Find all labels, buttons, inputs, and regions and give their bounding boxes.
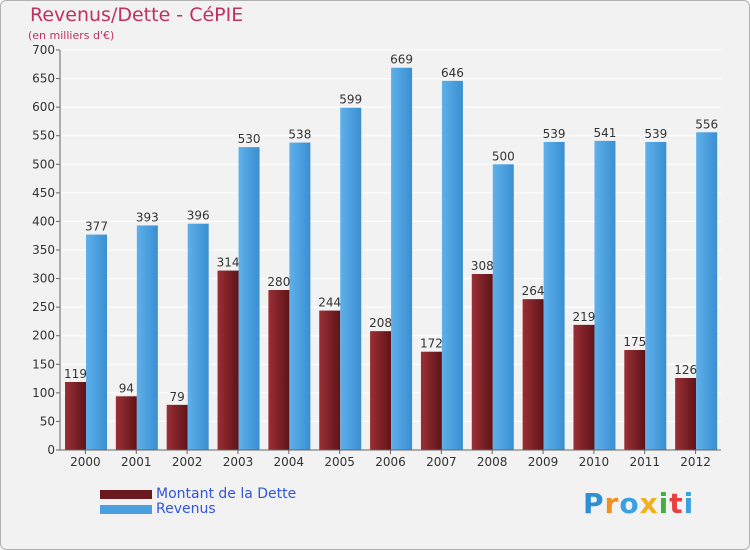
legend-swatch-debt bbox=[100, 490, 152, 499]
bar-revenue-2002 bbox=[188, 224, 209, 450]
value-label-revenue-2006: 669 bbox=[390, 53, 413, 67]
x-tick-label-2002: 2002 bbox=[172, 455, 203, 469]
y-tick-label: 0 bbox=[47, 443, 55, 457]
bar-debt-2010 bbox=[573, 325, 594, 450]
y-tick-label: 100 bbox=[32, 386, 55, 400]
legend-label-revenue: Revenus bbox=[156, 501, 216, 517]
x-tick-label-2011: 2011 bbox=[629, 455, 660, 469]
value-label-revenue-2001: 393 bbox=[136, 210, 159, 224]
value-label-debt-2009: 264 bbox=[522, 284, 545, 298]
x-tick-label-2003: 2003 bbox=[223, 455, 254, 469]
value-label-revenue-2004: 538 bbox=[288, 128, 311, 142]
x-tick-label-2010: 2010 bbox=[579, 455, 610, 469]
proxiti-logo: Proxiti bbox=[583, 487, 694, 520]
y-tick-label: 400 bbox=[32, 214, 55, 228]
bar-debt-2003 bbox=[218, 271, 239, 450]
legend-label-debt: Montant de la Dette bbox=[156, 486, 296, 502]
bar-debt-2009 bbox=[523, 299, 544, 450]
x-tick-label-2004: 2004 bbox=[274, 455, 305, 469]
y-tick-label: 500 bbox=[32, 157, 55, 171]
x-tick-label-2001: 2001 bbox=[121, 455, 152, 469]
y-tick-label: 200 bbox=[32, 329, 55, 343]
y-tick-label: 250 bbox=[32, 300, 55, 314]
y-tick-label: 650 bbox=[32, 72, 55, 86]
value-label-debt-2001: 94 bbox=[119, 381, 134, 395]
y-tick-label: 550 bbox=[32, 129, 55, 143]
bar-revenue-2012 bbox=[696, 132, 717, 450]
value-label-debt-2007: 172 bbox=[420, 337, 443, 351]
bar-revenue-2011 bbox=[645, 142, 666, 450]
value-label-debt-2004: 280 bbox=[267, 275, 290, 289]
bar-revenue-2006 bbox=[391, 68, 412, 450]
bar-debt-2000 bbox=[65, 382, 86, 450]
value-label-revenue-2000: 377 bbox=[85, 220, 108, 234]
bar-revenue-2007 bbox=[442, 81, 463, 450]
legend-swatch-revenue bbox=[100, 505, 152, 514]
bar-debt-2005 bbox=[319, 311, 340, 450]
value-label-revenue-2010: 541 bbox=[594, 126, 617, 140]
bar-debt-2012 bbox=[675, 378, 696, 450]
y-tick-label: 150 bbox=[32, 357, 55, 371]
value-label-debt-2003: 314 bbox=[217, 256, 240, 270]
y-tick-label: 50 bbox=[40, 414, 55, 428]
value-label-debt-2002: 79 bbox=[170, 390, 185, 404]
value-label-debt-2000: 119 bbox=[64, 367, 87, 381]
bar-revenue-2001 bbox=[137, 225, 158, 450]
x-tick-label-2008: 2008 bbox=[477, 455, 508, 469]
value-label-revenue-2005: 599 bbox=[339, 93, 362, 107]
bar-revenue-2000 bbox=[86, 235, 107, 450]
x-tick-label-2012: 2012 bbox=[680, 455, 711, 469]
y-tick-label: 300 bbox=[32, 272, 55, 286]
value-label-debt-2012: 126 bbox=[674, 363, 697, 377]
value-label-revenue-2003: 530 bbox=[238, 132, 261, 146]
bar-debt-2004 bbox=[268, 290, 289, 450]
x-tick-label-2000: 2000 bbox=[70, 455, 101, 469]
y-tick-label: 450 bbox=[32, 186, 55, 200]
chart-plot: 119 377 94 393 79 396 314 530 280 538 244 599 208 669… bbox=[0, 0, 750, 550]
value-label-debt-2005: 244 bbox=[318, 296, 341, 310]
y-tick-label: 350 bbox=[32, 243, 55, 257]
bar-revenue-2008 bbox=[493, 164, 514, 450]
x-tick-label-2007: 2007 bbox=[426, 455, 457, 469]
bar-revenue-2010 bbox=[594, 141, 615, 450]
value-label-debt-2010: 219 bbox=[573, 310, 596, 324]
value-label-debt-2011: 175 bbox=[623, 335, 646, 349]
value-label-revenue-2011: 539 bbox=[644, 127, 667, 141]
bar-debt-2008 bbox=[472, 274, 493, 450]
bar-revenue-2003 bbox=[239, 147, 260, 450]
bar-revenue-2005 bbox=[340, 108, 361, 450]
value-label-revenue-2007: 646 bbox=[441, 66, 464, 80]
y-tick-label: 600 bbox=[32, 100, 55, 114]
bar-debt-2002 bbox=[167, 405, 188, 450]
value-label-revenue-2008: 500 bbox=[492, 149, 515, 163]
value-label-revenue-2009: 539 bbox=[543, 127, 566, 141]
value-label-debt-2008: 308 bbox=[471, 259, 494, 273]
legend-item-debt: Montant de la Dette bbox=[100, 487, 296, 501]
x-tick-label-2005: 2005 bbox=[324, 455, 355, 469]
x-tick-label-2009: 2009 bbox=[528, 455, 559, 469]
legend-item-revenue: Revenus bbox=[100, 502, 216, 516]
bar-debt-2006 bbox=[370, 331, 391, 450]
value-label-revenue-2002: 396 bbox=[187, 209, 210, 223]
x-tick-label-2006: 2006 bbox=[375, 455, 406, 469]
bar-revenue-2004 bbox=[289, 143, 310, 450]
value-label-revenue-2012: 556 bbox=[695, 117, 718, 131]
bar-debt-2001 bbox=[116, 396, 137, 450]
y-tick-label: 700 bbox=[32, 43, 55, 57]
bar-debt-2007 bbox=[421, 352, 442, 450]
bar-revenue-2009 bbox=[544, 142, 565, 450]
bar-debt-2011 bbox=[624, 350, 645, 450]
value-label-debt-2006: 208 bbox=[369, 316, 392, 330]
